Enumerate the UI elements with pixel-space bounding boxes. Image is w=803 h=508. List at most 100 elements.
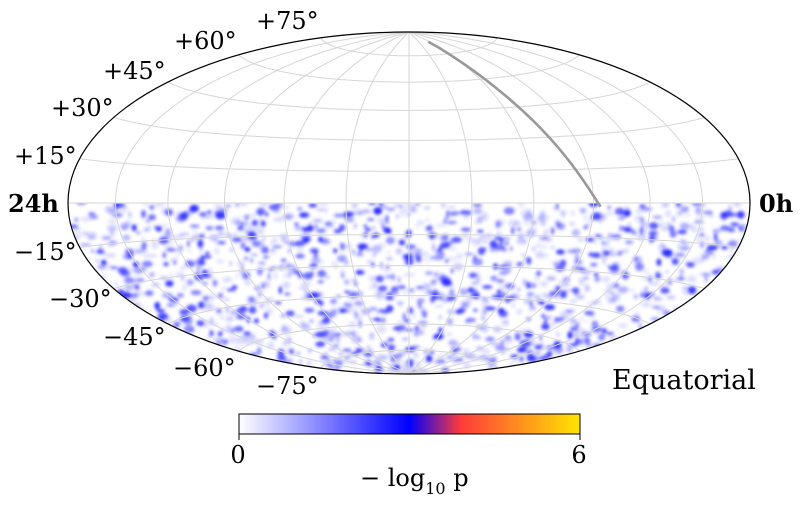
hotspot	[162, 251, 166, 259]
hotspot	[601, 276, 610, 283]
hotspot	[177, 250, 181, 255]
hotspot	[123, 277, 135, 284]
hotspot	[368, 203, 376, 205]
hotspot	[729, 248, 734, 252]
hotspot	[200, 320, 210, 328]
hotspot	[611, 233, 622, 240]
hotspot	[262, 235, 265, 242]
hotspot	[283, 340, 286, 346]
hotspot	[109, 266, 119, 270]
hotspot	[386, 305, 394, 313]
colorbar: 0 6 − log10 p	[230, 413, 587, 498]
hotspot	[607, 284, 610, 290]
hotspot	[525, 328, 530, 332]
hotspot	[600, 327, 608, 330]
hotspot	[461, 299, 472, 306]
hotspot	[567, 331, 573, 340]
hotspot	[357, 337, 362, 342]
hotspot	[259, 218, 264, 222]
hotspot	[600, 254, 609, 260]
hotspot	[190, 327, 195, 334]
dec-label-plus30: +30°	[51, 94, 114, 122]
colorbar-title: − log10 p	[360, 464, 469, 498]
hotspot	[387, 251, 391, 254]
hotspot	[215, 211, 226, 215]
hotspot	[522, 240, 528, 244]
sky-boundary	[67, 31, 751, 375]
hotspot	[344, 290, 351, 294]
hotspot	[376, 275, 384, 283]
hotspot	[612, 295, 616, 304]
hotspot	[158, 237, 169, 245]
hotspot	[497, 310, 509, 317]
hotspot	[699, 233, 705, 237]
hotspot	[640, 217, 644, 222]
hotspot	[485, 306, 496, 311]
hotspot	[701, 272, 712, 277]
hotspot	[262, 281, 270, 284]
hotspot	[543, 315, 552, 320]
hotspot	[384, 221, 391, 225]
hotspot	[601, 241, 607, 245]
hotspot	[584, 221, 593, 227]
hotspot	[688, 286, 697, 295]
hotspot	[713, 253, 716, 259]
hotspot	[286, 264, 295, 267]
hotspot	[353, 300, 364, 306]
hotspot	[677, 229, 687, 235]
hotspot	[541, 323, 550, 330]
hotspot	[209, 274, 215, 281]
hotspot	[611, 253, 616, 257]
hotspot	[189, 224, 200, 228]
hotspot	[516, 309, 523, 315]
hotspot	[445, 213, 450, 220]
hotspot	[577, 339, 584, 345]
hotspot	[455, 342, 461, 347]
hotspot	[338, 242, 345, 246]
hotspot	[124, 284, 135, 292]
hotspot	[257, 261, 266, 265]
hotspot	[571, 288, 575, 291]
hotspot	[425, 355, 433, 363]
hotspot	[575, 323, 580, 327]
hotspot	[666, 295, 676, 300]
hotspot	[81, 216, 90, 222]
hotspot	[664, 254, 674, 259]
hotspot	[105, 253, 116, 258]
hotspot	[203, 304, 212, 312]
hotspot	[377, 217, 387, 224]
hotspot	[225, 324, 233, 333]
hotspot	[438, 315, 443, 320]
hotspot	[671, 216, 676, 222]
hotspot	[555, 285, 561, 293]
hotspot	[486, 232, 493, 240]
hotspot	[173, 260, 177, 265]
hotspot	[401, 337, 409, 341]
hotspot	[214, 204, 223, 210]
hotspot	[721, 245, 728, 250]
hotspot	[695, 206, 702, 215]
hotspot	[655, 271, 661, 280]
hotspot	[501, 319, 509, 326]
hotspot	[251, 240, 261, 247]
hotspot	[234, 232, 237, 237]
hotspot	[352, 209, 364, 216]
hotspot	[449, 221, 452, 226]
hotspot	[300, 233, 311, 240]
hotspot	[736, 211, 745, 219]
hotspot	[190, 289, 195, 295]
hotspot	[415, 256, 422, 263]
hotspot	[395, 215, 400, 218]
hotspot	[345, 217, 355, 223]
hotspot	[521, 253, 525, 257]
hotspot	[663, 203, 670, 208]
hotspot	[302, 227, 308, 232]
hotspot	[471, 258, 483, 266]
parallel-line	[238, 54, 580, 83]
hotspot	[349, 291, 357, 298]
hotspot	[544, 319, 547, 324]
hotspot	[238, 271, 245, 275]
hotspot	[115, 213, 123, 218]
hotspot	[657, 245, 667, 250]
hotspot	[239, 306, 249, 313]
